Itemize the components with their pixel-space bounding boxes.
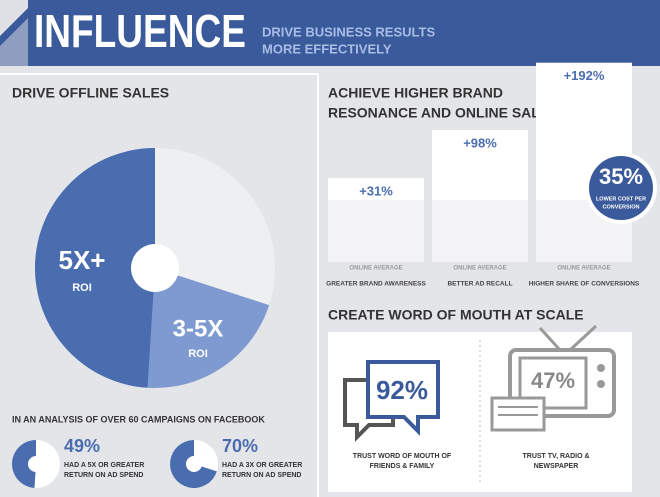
badge-value: 35% (599, 164, 643, 189)
section-heading: RESONANCE AND ONLINE SALES (328, 105, 559, 121)
bar-caption: GREATER BRAND AWARENESS (326, 281, 426, 288)
stat-value: 70% (222, 436, 258, 456)
wom-text: NEWSPAPER (534, 463, 579, 470)
bar-base-label: ONLINE AVERAGE (453, 266, 506, 272)
bar-label: +98% (463, 135, 497, 150)
pie-slice (34, 147, 156, 388)
section-heading: CREATE WORD OF MOUTH AT SCALE (328, 307, 584, 323)
wom-stat: 47% (531, 368, 575, 393)
bar-label: +31% (359, 183, 393, 198)
donut-hole (186, 456, 202, 472)
pie-sub: ROI (188, 348, 208, 360)
stat-text: HAD A 5X OR GREATER (64, 462, 144, 469)
badge-text: LOWER COST PER (596, 196, 646, 202)
badge-text: CONVERSION (603, 204, 640, 210)
pie-label: 5X+ (59, 245, 106, 275)
bar-caption: BETTER AD RECALL (447, 281, 512, 288)
tv-icon (490, 324, 616, 432)
stat-text: RETURN ON AD SPEND (64, 472, 143, 479)
pie-hole (131, 244, 179, 292)
subtitle: DRIVE BUSINESS RESULTS (262, 24, 435, 39)
subtitle: MORE EFFECTIVELY (262, 41, 392, 56)
badge (589, 156, 653, 220)
bar-base-label: ONLINE AVERAGE (349, 266, 402, 272)
intro-text: IN AN ANALYSIS OF OVER 60 CAMPAIGNS ON F… (12, 414, 265, 424)
donut-slice (12, 440, 36, 488)
wom-stat: 92% (376, 375, 428, 405)
stat-value: 49% (64, 436, 100, 456)
pie-label: 3-5X (173, 315, 224, 342)
stat-text: RETURN ON AD SPEND (222, 472, 301, 479)
section-heading: DRIVE OFFLINE SALES (12, 85, 169, 101)
section-heading: ACHIEVE HIGHER BRAND (328, 85, 503, 101)
bar-base-label: ONLINE AVERAGE (557, 266, 610, 272)
bar (432, 129, 528, 200)
header-band (0, 0, 660, 66)
header-stripe (0, 18, 28, 66)
bar-base (328, 200, 424, 262)
pie-sub: ROI (72, 282, 92, 294)
title: INFLUENCE (34, 5, 246, 57)
bar-base (432, 200, 528, 262)
wom-text: TRUST TV, RADIO & (522, 453, 589, 460)
wom-text: FRIENDS & FAMILY (370, 463, 435, 470)
bar (328, 177, 424, 200)
wom-text: TRUST WORD OF MOUTH OF (353, 453, 452, 460)
header-stripe (0, 0, 28, 36)
bar-caption: HIGHER SHARE OF CONVERSIONS (529, 281, 640, 288)
donut-hole (28, 456, 44, 472)
bar-label: +192% (564, 68, 605, 83)
speech-bubbles (343, 360, 440, 442)
stat-text: HAD A 3X OR GREATER (222, 462, 302, 469)
